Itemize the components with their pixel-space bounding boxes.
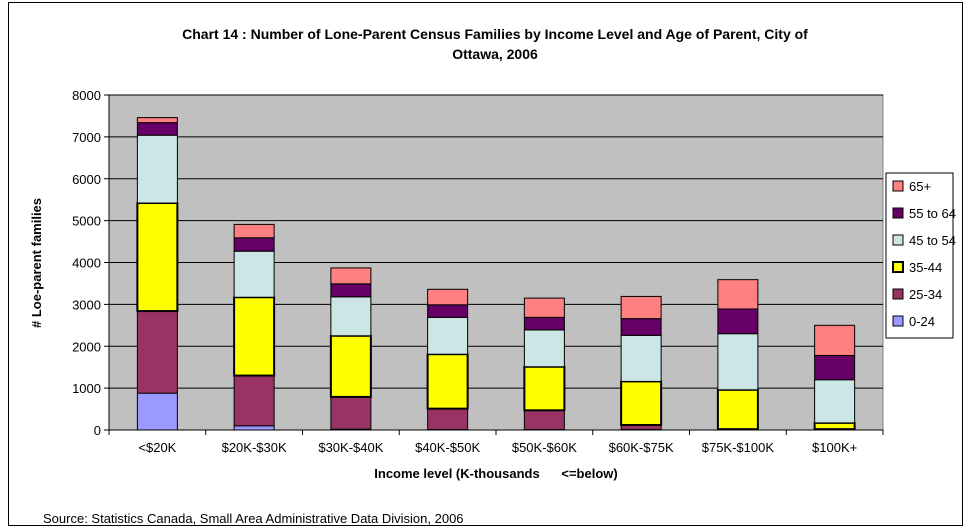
bar-segment xyxy=(716,388,759,431)
bar-segment xyxy=(427,288,469,306)
x-tick-label: $75K-$100K xyxy=(702,440,775,455)
y-tick-label: 3000 xyxy=(72,297,101,312)
bar-segment xyxy=(814,379,856,424)
chart-title-line1: Chart 14 : Number of Lone-Parent Census … xyxy=(182,26,808,42)
legend: 65+ 55 to 64 45 to 54 35-44 25-34 0-24 xyxy=(885,172,956,339)
y-tick-label: 7000 xyxy=(72,130,101,145)
bar-segment xyxy=(136,202,179,313)
y-axis-title: # Loe-parent families xyxy=(29,198,44,328)
chart-svg: Chart 14 : Number of Lone-Parent Census … xyxy=(29,26,956,481)
bar-segment xyxy=(717,279,759,310)
bar-segment xyxy=(233,425,275,431)
bar-segment xyxy=(330,296,372,337)
x-tick-label: $50K-$60K xyxy=(512,440,577,455)
legend-label: 35-44 xyxy=(909,260,942,275)
y-tick-label: 4000 xyxy=(72,256,101,271)
bar-segment xyxy=(620,318,662,336)
y-tick-label: 6000 xyxy=(72,172,101,187)
x-tick-label: $20K-$30K xyxy=(222,440,287,455)
legend-swatch xyxy=(892,234,904,246)
bar-segment xyxy=(523,316,565,331)
bar-segment xyxy=(427,304,469,318)
legend-box xyxy=(885,172,954,339)
bar-segment xyxy=(620,334,662,382)
legend-swatch xyxy=(892,180,904,192)
y-tick-label: 0 xyxy=(94,423,101,438)
bar-segment xyxy=(233,237,275,252)
bar-segment xyxy=(136,117,178,124)
legend-label: 25-34 xyxy=(909,287,942,302)
x-tick-label: $40K-$50K xyxy=(415,440,480,455)
bar-segment xyxy=(814,324,856,356)
bar-segment xyxy=(814,354,856,381)
y-axis-ticks: 0 1000 2000 3000 4000 5000 6000 7000 8000 xyxy=(72,88,110,438)
bar-segment xyxy=(330,267,372,285)
x-axis-ticks: <$20K $20K-$30K $30K-$40K $40K-$50K $50K-$60… xyxy=(108,429,884,455)
bars xyxy=(136,117,856,431)
bar-segment xyxy=(523,409,565,431)
legend-swatch xyxy=(892,315,904,327)
source-note: Source: Statistics Canada, Small Area Ad… xyxy=(43,511,464,526)
legend-label: 45 to 54 xyxy=(909,233,956,248)
bar-segment xyxy=(717,308,759,335)
bar-segment xyxy=(620,295,662,320)
legend-swatch xyxy=(892,288,904,300)
legend-swatch xyxy=(892,261,904,273)
x-tick-label: $60K-$75K xyxy=(609,440,674,455)
bar-segment xyxy=(233,296,276,377)
y-tick-label: 8000 xyxy=(72,88,101,103)
x-axis-title: Income level (K-thousands <=below) xyxy=(374,466,617,481)
y-tick-label: 5000 xyxy=(72,214,101,229)
legend-label: 0-24 xyxy=(909,314,935,329)
legend-label: 55 to 64 xyxy=(909,206,956,221)
bar-segment xyxy=(233,250,275,298)
bar-segment xyxy=(329,334,372,398)
bar-segment xyxy=(136,122,178,136)
bar-segment xyxy=(523,297,565,318)
y-tick-label: 2000 xyxy=(72,339,101,354)
legend-label: 65+ xyxy=(909,179,931,194)
bar-segment xyxy=(620,380,663,426)
bar-segment xyxy=(427,408,469,431)
bar-segment xyxy=(330,396,372,430)
bar-segment xyxy=(427,316,469,355)
x-tick-label: <$20K xyxy=(138,440,176,455)
bar-segment xyxy=(330,283,372,298)
legend-swatch xyxy=(892,207,904,219)
chart-title-line2: Ottawa, 2006 xyxy=(452,46,538,62)
y-tick-label: 1000 xyxy=(72,381,101,396)
bar-segment xyxy=(523,365,566,412)
x-tick-label: $100K+ xyxy=(812,440,857,455)
x-tick-label: $30K-$40K xyxy=(318,440,383,455)
bar-segment xyxy=(717,333,759,391)
bar-segment xyxy=(136,134,178,204)
bar-segment xyxy=(136,310,178,394)
bar-segment xyxy=(426,353,469,410)
bar-segment xyxy=(233,223,275,239)
bar-segment xyxy=(136,392,178,431)
bar-segment xyxy=(523,329,565,368)
bar-segment xyxy=(233,375,275,427)
chart-frame: Chart 14 : Number of Lone-Parent Census … xyxy=(8,2,963,526)
bar-segment xyxy=(813,421,856,431)
